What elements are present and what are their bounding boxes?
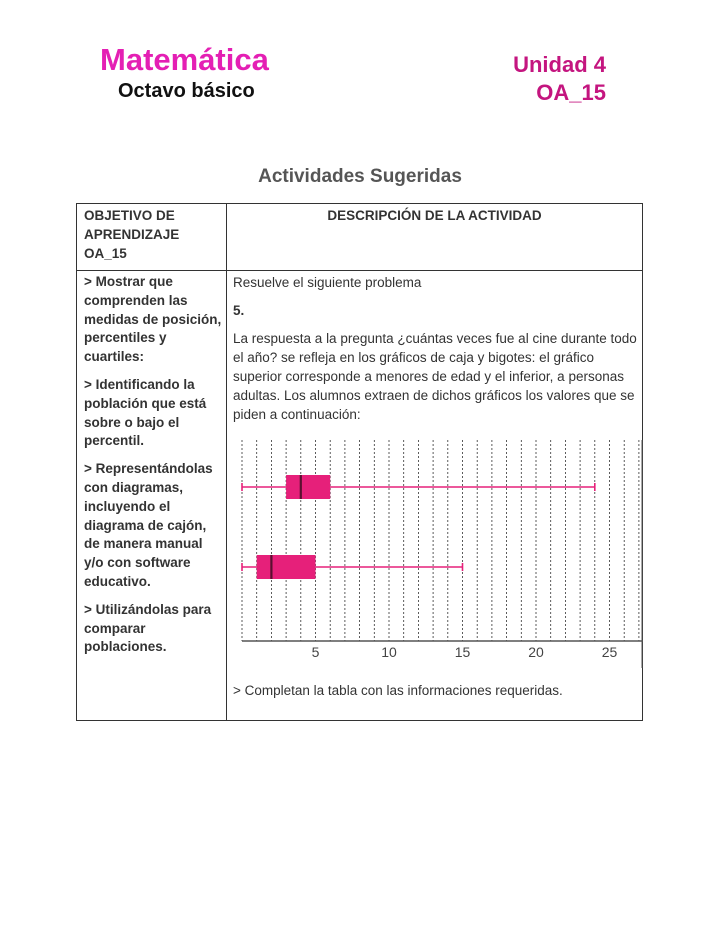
unit-label: Unidad 4 bbox=[513, 52, 606, 77]
boxplot-chart: 5 10 15 20 25 bbox=[241, 440, 643, 668]
activity-description: Resuelve el siguiente problema 5. La res… bbox=[233, 273, 638, 433]
objective-item: > Utilizándolas para comparar poblacione… bbox=[84, 601, 212, 655]
activities-table: OBJETIVO DE APRENDIZAJE OA_15 DESCRIPCIÓ… bbox=[76, 203, 643, 721]
header-line: APRENDIZAJE bbox=[84, 227, 180, 242]
column-divider bbox=[226, 204, 227, 720]
subject-title: Matemática bbox=[100, 42, 269, 77]
objectives-list: > Mostrar que comprenden las medidas de … bbox=[84, 273, 224, 666]
section-title: Actividades Sugeridas bbox=[258, 166, 462, 187]
objective-item: > Identificando la población que está so… bbox=[84, 376, 207, 449]
header-divider bbox=[77, 270, 642, 271]
x-tick-label: 10 bbox=[381, 644, 397, 660]
header-line: OA_15 bbox=[84, 246, 127, 261]
grade-level: Octavo básico bbox=[118, 80, 255, 102]
x-tick-label: 15 bbox=[455, 644, 471, 660]
objective-header: OBJETIVO DE APRENDIZAJE OA_15 bbox=[84, 206, 179, 263]
closing-text: > Completan la tabla con las informacion… bbox=[233, 683, 563, 698]
description-header: DESCRIPCIÓN DE LA ACTIVIDAD bbox=[327, 208, 542, 223]
problem-text: La respuesta a la pregunta ¿cuántas vece… bbox=[233, 331, 637, 422]
header-line: OBJETIVO DE bbox=[84, 208, 175, 223]
intro-text: Resuelve el siguiente problema bbox=[233, 275, 422, 290]
objective-item: > Representándolas con diagramas, incluy… bbox=[84, 461, 213, 589]
box-iqr bbox=[286, 475, 331, 499]
x-tick-label: 25 bbox=[602, 644, 618, 660]
x-tick-label: 20 bbox=[528, 644, 544, 660]
objective-code: OA_15 bbox=[536, 80, 606, 105]
objective-item: > Mostrar que comprenden las medidas de … bbox=[84, 274, 222, 365]
problem-number: 5. bbox=[233, 303, 245, 318]
x-tick-label: 5 bbox=[312, 644, 320, 660]
box-iqr bbox=[256, 555, 316, 579]
